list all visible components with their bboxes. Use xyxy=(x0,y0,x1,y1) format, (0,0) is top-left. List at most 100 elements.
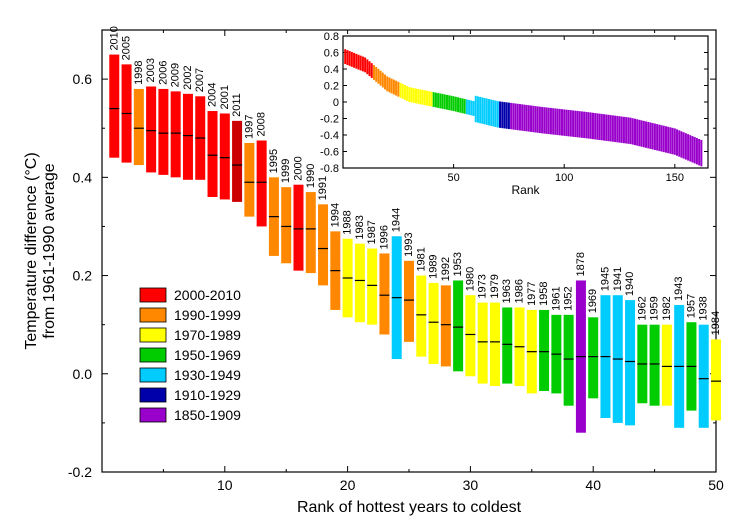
inset-bar xyxy=(541,107,543,133)
range-bar xyxy=(453,280,463,371)
range-bar xyxy=(257,141,267,227)
legend-label: 1910-1929 xyxy=(174,387,241,403)
inset-bar xyxy=(426,91,428,106)
inset-bar xyxy=(559,109,561,135)
y-tick-label: 0.2 xyxy=(73,268,93,284)
range-bar xyxy=(318,204,328,285)
inset-bar xyxy=(517,104,519,130)
inset-bar xyxy=(393,80,395,95)
inset-bar xyxy=(698,139,700,165)
year-label: 1979 xyxy=(489,274,501,298)
inset-bar xyxy=(526,105,528,131)
inset-bar xyxy=(649,123,651,149)
inset-bar xyxy=(448,95,450,110)
inset-y-tick: -0.2 xyxy=(320,114,339,126)
inset-bar xyxy=(572,110,574,136)
y-tick-label: -0.2 xyxy=(68,464,92,480)
year-label: 2004 xyxy=(207,83,219,107)
year-label: 1952 xyxy=(563,286,575,310)
year-label: 2000 xyxy=(292,156,304,180)
inset-bar xyxy=(444,94,446,109)
inset-bar xyxy=(411,88,413,103)
inset-bar xyxy=(557,109,559,135)
x-tick-label: 10 xyxy=(217,477,233,493)
inset-bar xyxy=(428,91,430,106)
inset-bar xyxy=(470,101,472,116)
range-bar xyxy=(244,143,254,217)
inset-bar xyxy=(366,59,368,74)
inset-bar xyxy=(515,103,517,129)
inset-bar xyxy=(437,93,439,108)
range-bar xyxy=(232,121,242,202)
inset-bar xyxy=(510,103,512,129)
inset-bar xyxy=(581,111,583,137)
year-label: 1990 xyxy=(305,164,317,188)
inset-bar xyxy=(645,121,647,147)
legend-swatch xyxy=(140,328,166,342)
legend-label: 1950-1969 xyxy=(174,347,241,363)
inset-bar xyxy=(623,117,625,143)
year-label: 1983 xyxy=(354,215,366,239)
inset-x-tick: 100 xyxy=(555,172,573,184)
inset-bar xyxy=(353,53,355,68)
range-bar xyxy=(355,244,365,323)
inset-bar xyxy=(373,65,375,80)
inset-bar xyxy=(672,128,674,154)
y-tick-label: 0.0 xyxy=(73,366,93,382)
year-label: 1962 xyxy=(636,296,648,320)
inset-bar xyxy=(430,92,432,107)
inset-bar xyxy=(570,110,572,136)
inset-bar xyxy=(360,56,362,71)
inset-bar xyxy=(400,83,402,98)
inset-bar xyxy=(534,106,536,132)
y-tick-label: 0.6 xyxy=(73,71,93,87)
inset-bar xyxy=(446,95,448,110)
inset-bar xyxy=(464,99,466,114)
year-label: 1973 xyxy=(477,274,489,298)
year-label: 1986 xyxy=(514,279,526,303)
year-label: 1959 xyxy=(649,296,661,320)
inset-bar xyxy=(397,82,399,97)
inset-bar xyxy=(344,49,346,64)
range-bar xyxy=(429,283,439,364)
year-label: 1957 xyxy=(685,294,697,318)
inset-bar xyxy=(641,120,643,146)
inset-y-tick: -0.6 xyxy=(320,147,339,159)
inset-bar xyxy=(503,102,505,128)
year-label: 1944 xyxy=(391,208,403,232)
inset-bar xyxy=(455,97,457,112)
inset-bar xyxy=(459,98,461,113)
inset-bar xyxy=(442,94,444,109)
year-label: 2006 xyxy=(157,60,169,84)
range-bar xyxy=(588,317,598,398)
inset-bar xyxy=(590,112,592,138)
inset-bar xyxy=(594,113,596,139)
inset-bar xyxy=(683,132,685,158)
inset-bar xyxy=(453,96,455,111)
range-bar xyxy=(134,89,144,165)
inset-bar xyxy=(395,81,397,96)
inset-bar xyxy=(488,99,490,125)
inset-bar xyxy=(574,111,576,137)
year-label: 1988 xyxy=(342,210,354,234)
inset-bar xyxy=(364,57,366,72)
inset-bar xyxy=(565,110,567,136)
legend-swatch xyxy=(140,288,166,302)
year-label: 2007 xyxy=(194,68,206,92)
inset-bar xyxy=(424,90,426,105)
year-label: 1938 xyxy=(698,296,710,320)
year-label: 1958 xyxy=(538,281,550,305)
inset-bar xyxy=(696,138,698,164)
inset-bar xyxy=(680,131,682,157)
inset-bar xyxy=(490,100,492,126)
year-label: 1981 xyxy=(415,247,427,271)
inset-bar xyxy=(388,77,390,92)
inset-bar xyxy=(539,107,541,133)
inset-bg xyxy=(341,34,710,190)
inset-bar xyxy=(552,108,554,134)
inset-bar xyxy=(468,100,470,115)
inset-bar xyxy=(554,108,556,134)
inset-bar xyxy=(605,114,607,140)
year-label: 2003 xyxy=(145,58,157,82)
year-label: 2011 xyxy=(231,93,243,117)
